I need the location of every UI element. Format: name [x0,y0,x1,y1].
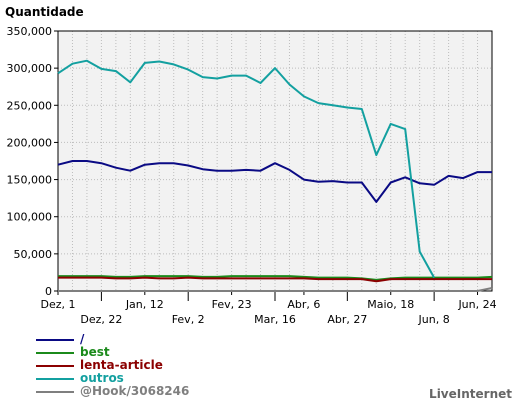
x-tick-label: Maio, 18 [367,298,414,311]
series-line-0 [57,160,492,203]
legend: / best lenta-article outros @Hook/3068246 [36,333,189,398]
y-tick-label: 350,000 [7,25,53,38]
x-tick-label: Mar, 16 [254,313,296,326]
x-tick-label: Fev, 23 [212,298,252,311]
series-line-2 [58,276,492,283]
series-line-4 [58,287,493,292]
legend-label: lenta-article [80,358,163,372]
x-tick-label: Fev, 2 [172,313,205,326]
y-axis-label: Quantidade [5,5,84,19]
legend-label: / [80,332,85,346]
x-tick-label: Dez, 22 [80,313,122,326]
legend-label: outros [80,371,124,385]
x-tick-label: Jun, 24 [457,298,496,311]
y-tick-label: 200,000 [7,136,53,149]
legend-swatch [36,351,74,354]
series-line-3 [57,59,435,279]
series-line-1 [58,275,493,281]
legend-item: outros [36,372,189,385]
legend-item: best [36,346,189,359]
x-tick-label: Jan, 12 [125,298,164,311]
legend-swatch [36,338,74,341]
legend-label: @Hook/3068246 [80,384,190,398]
x-tick-label: Abr, 27 [327,313,367,326]
legend-item: @Hook/3068246 [36,385,189,398]
y-tick-label: 100,000 [7,211,53,224]
y-tick-label: 300,000 [7,62,53,75]
x-tick-label: Dez, 1 [40,298,75,311]
legend-swatch [36,364,74,367]
brand-label: LiveInternet [429,387,512,401]
legend-item: / [36,333,189,346]
y-tick-label: 250,000 [7,99,53,112]
x-tick-label: Abr, 6 [287,298,320,311]
legend-label: best [80,345,110,359]
y-tick-label: 150,000 [7,174,53,187]
x-tick-label: Jun, 8 [418,313,450,326]
legend-swatch [36,390,74,393]
y-tick-label: 0 [45,285,52,298]
y-tick-label: 50,000 [14,248,53,261]
legend-swatch [36,377,74,380]
legend-item: lenta-article [36,359,189,372]
